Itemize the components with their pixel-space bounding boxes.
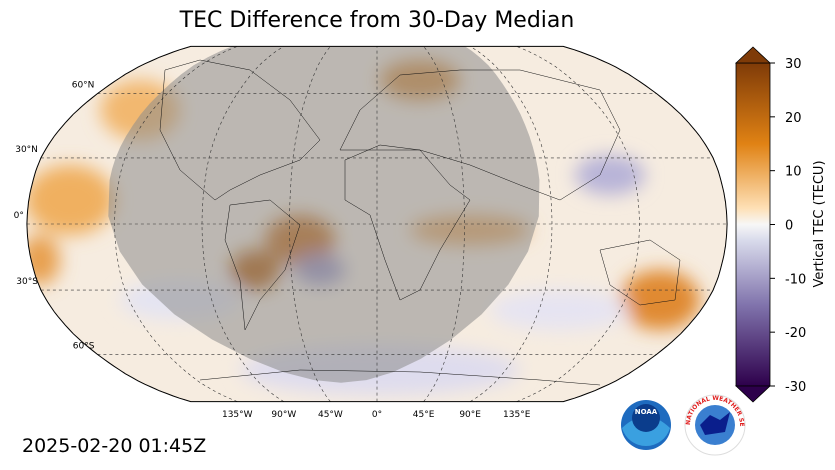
latitude-label: 60°N — [72, 81, 95, 91]
meridian — [114, 46, 238, 402]
colorbar-tick-label: 10 — [785, 165, 802, 180]
longitude-label: 135°E — [503, 410, 531, 420]
colorbar-scale — [735, 62, 771, 387]
colorbar-tick-label: -30 — [785, 380, 806, 395]
meridian — [470, 46, 553, 402]
colorbar-tick-label: 30 — [785, 57, 802, 72]
coastlines — [159, 59, 681, 386]
colorbar-tick-label: 0 — [785, 219, 793, 234]
noaa-logo: NOAA — [621, 400, 671, 450]
colorbar-tick-label: -20 — [785, 326, 806, 341]
colorbar-extend-max — [734, 46, 772, 64]
longitude-label: 45°E — [413, 410, 435, 420]
latitude-label: 30°S — [16, 277, 38, 287]
latitude-label: 0° — [14, 211, 24, 221]
colorbar-label: Vertical TEC (TECU) — [812, 160, 827, 287]
colorbar: -30 -20 -10 0 10 20 30 Vertical TEC (TECU) — [734, 46, 827, 403]
map-outline — [26, 45, 728, 403]
longitude-label: 45°W — [318, 410, 343, 420]
longitude-label: 90°E — [459, 410, 481, 420]
latitude-label: 60°S — [73, 341, 95, 351]
noaa-text: NOAA — [635, 408, 658, 416]
meridian — [201, 46, 284, 402]
map-title: TEC Difference from 30-Day Median — [179, 8, 575, 33]
timestamp: 2025-02-20 01:45Z — [22, 435, 206, 457]
meridian — [516, 46, 640, 402]
colorbar-tick-label: 20 — [785, 111, 802, 126]
map: 60°N 30°N 0° 30°S 60°S 135°W 90°W 45°W 0° 45°E 90°… — [14, 45, 728, 420]
night-shading — [108, 46, 540, 383]
colorbar-extend-min — [734, 385, 772, 403]
latitude-label: 30°N — [15, 145, 38, 155]
longitude-label: 0° — [372, 410, 382, 420]
longitude-label: 135°W — [222, 410, 253, 420]
colorbar-tick-label: -10 — [785, 272, 806, 287]
longitude-label: 90°W — [271, 410, 296, 420]
